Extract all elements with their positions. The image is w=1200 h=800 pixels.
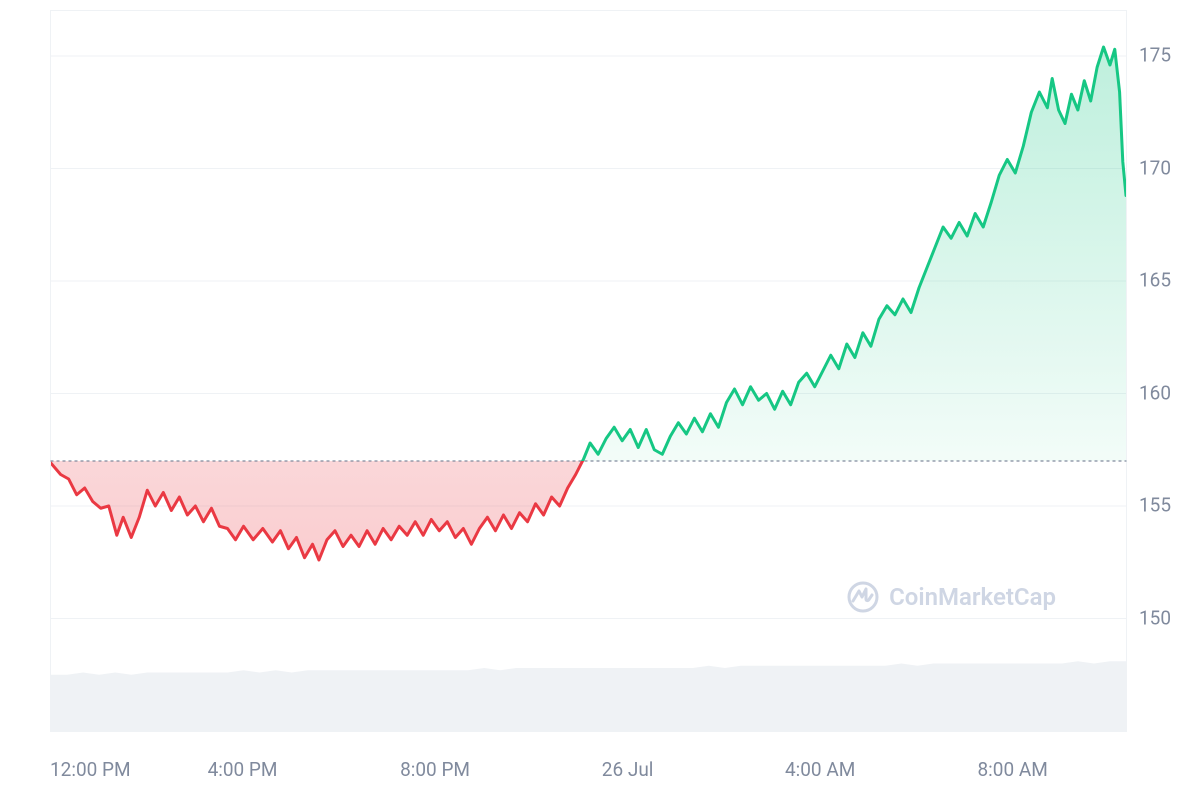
coinmarketcap-logo-icon	[847, 581, 879, 613]
x-tick-label: 8:00 AM	[978, 758, 1048, 781]
y-tick-label: 160	[1139, 381, 1171, 404]
price-chart: CoinMarketCap 150 155 160 165 170 175 12:00 P…	[0, 0, 1200, 800]
y-tick-label: 155	[1139, 494, 1171, 517]
x-tick-label: 26 Jul	[602, 758, 654, 781]
chart-svg	[51, 11, 1126, 731]
watermark: CoinMarketCap	[847, 581, 1056, 613]
y-tick-label: 170	[1139, 156, 1171, 179]
plot-area[interactable]: CoinMarketCap	[50, 10, 1127, 732]
x-tick-label: 4:00 PM	[208, 758, 278, 781]
x-tick-label: 4:00 AM	[785, 758, 855, 781]
watermark-text: CoinMarketCap	[889, 583, 1056, 611]
y-tick-label: 175	[1139, 44, 1171, 67]
y-tick-label: 150	[1139, 606, 1171, 629]
x-tick-label: 12:00 PM	[50, 758, 131, 781]
y-tick-label: 165	[1139, 269, 1171, 292]
x-tick-label: 8:00 PM	[400, 758, 470, 781]
